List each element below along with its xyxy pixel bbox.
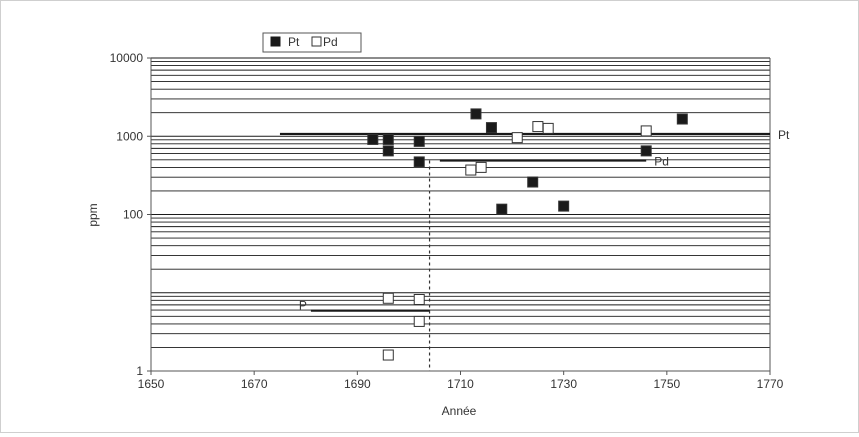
reference-label-pt: Pt bbox=[778, 128, 790, 142]
point-pt bbox=[413, 156, 425, 168]
y-tick-label: 10000 bbox=[110, 51, 144, 65]
y-tick-label: 1000 bbox=[116, 129, 143, 143]
point-pt bbox=[382, 133, 394, 145]
x-axis-label: Année bbox=[442, 404, 477, 418]
point-pd bbox=[413, 293, 425, 305]
point-pt bbox=[470, 108, 482, 120]
point-pt bbox=[527, 176, 539, 188]
point-pd bbox=[640, 125, 652, 137]
legend-marker-pt bbox=[270, 36, 281, 47]
reference-lines: Pt Pd P bbox=[279, 128, 790, 371]
y-axis-label: ppm bbox=[86, 203, 100, 226]
point-pt bbox=[382, 145, 394, 157]
point-pt bbox=[496, 203, 508, 215]
x-tick-label: 1710 bbox=[447, 377, 474, 391]
x-tick-label: 1770 bbox=[757, 377, 784, 391]
x-tick-label: 1730 bbox=[550, 377, 577, 391]
data-points bbox=[367, 108, 688, 361]
y-tick-label: 100 bbox=[123, 208, 143, 222]
grid-lines bbox=[151, 57, 770, 372]
point-pd bbox=[382, 292, 394, 304]
point-pd bbox=[382, 349, 394, 361]
point-pd bbox=[465, 164, 477, 176]
point-pt bbox=[558, 200, 570, 212]
x-tick-label: 1670 bbox=[241, 377, 268, 391]
legend-label-pd: Pd bbox=[323, 35, 338, 49]
point-pd bbox=[413, 315, 425, 327]
point-pt bbox=[640, 145, 652, 157]
legend-label-pt: Pt bbox=[288, 35, 300, 49]
point-pd bbox=[511, 132, 523, 144]
point-pt bbox=[485, 122, 497, 134]
reference-label-pd: Pd bbox=[654, 154, 669, 168]
legend-marker-pd bbox=[311, 36, 322, 47]
legend: Pt Pd bbox=[262, 32, 362, 53]
tick-labels: 1650 1670 1690 1710 1730 1750 1770 1 100 1000 1000… bbox=[110, 51, 784, 391]
point-pd bbox=[532, 121, 544, 133]
y-tick-label: 1 bbox=[136, 364, 143, 378]
x-tick-label: 1690 bbox=[344, 377, 371, 391]
x-tick-label: 1650 bbox=[138, 377, 165, 391]
point-pd bbox=[542, 122, 554, 134]
point-pt bbox=[676, 113, 688, 125]
point-pt bbox=[413, 135, 425, 147]
reference-label-p: P bbox=[299, 299, 307, 313]
point-pd bbox=[475, 161, 487, 173]
point-pt bbox=[367, 133, 379, 145]
x-tick-label: 1750 bbox=[653, 377, 680, 391]
